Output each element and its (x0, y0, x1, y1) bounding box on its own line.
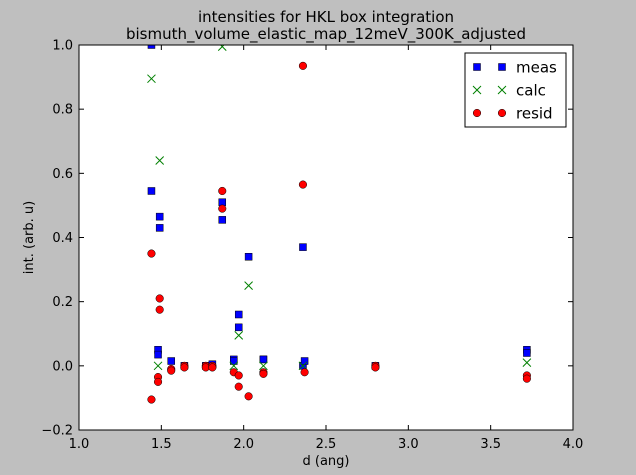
y-tick-label: 0.2 (52, 295, 73, 310)
meas-point (155, 212, 164, 221)
resid-point (167, 366, 176, 375)
y-tick-label: 1.0 (52, 39, 73, 54)
x-tick-label: 3.5 (480, 437, 501, 452)
meas-point (154, 350, 162, 359)
calc-point (259, 361, 268, 371)
meas-point (147, 45, 156, 49)
legend-calc-marker-right (497, 85, 507, 95)
resid-point (218, 204, 227, 213)
resid-point (147, 395, 156, 404)
calc-point (155, 156, 165, 165)
x-tick-label: 1.5 (151, 437, 172, 452)
resid-point (298, 61, 307, 70)
legend-meas-marker-left (473, 63, 481, 71)
meas-point (523, 349, 531, 357)
resid-point (155, 305, 164, 314)
y-tick-label: 0.8 (52, 103, 73, 118)
ticks-layer: 1.0 1.5 2.0 2.5 3.0 3.5 4.0 −0.2 0.0 0.2 0.4 0.6 0.8… (41, 39, 583, 453)
resid-point (155, 294, 164, 303)
series-calc (147, 45, 532, 371)
resid-point (371, 363, 380, 372)
meas-point (218, 216, 227, 224)
calc-point (234, 331, 244, 340)
meas-point (244, 253, 253, 261)
resid-point (218, 186, 227, 196)
x-axis-label: d (ang) (303, 454, 350, 469)
resid-point (522, 374, 531, 383)
resid-point (234, 371, 243, 380)
calc-point (229, 361, 239, 371)
resid-point (234, 382, 243, 391)
meas-point (155, 224, 164, 232)
calc-point (244, 281, 253, 290)
meas-point (234, 310, 243, 319)
calc-point (522, 358, 532, 367)
y-tick-label: 0.0 (52, 359, 73, 374)
legend-box (464, 52, 567, 128)
resid-point (153, 377, 163, 386)
x-tick-label: 3.0 (398, 437, 419, 452)
meas-point (167, 357, 175, 365)
meas-point (147, 187, 156, 195)
meas-point (230, 357, 238, 365)
legend-resid-marker-right (497, 108, 507, 118)
meas-point (300, 357, 309, 365)
calc-point (147, 74, 156, 84)
calc-point (217, 45, 227, 51)
resid-point (208, 363, 217, 372)
resid-point (147, 249, 156, 258)
resid-point (180, 363, 189, 372)
y-tick-label: −0.2 (41, 424, 73, 439)
legend-meas-label: meas (516, 59, 557, 77)
data-layer (147, 45, 532, 404)
legend-calc-label: calc (516, 82, 546, 100)
legend-items: meas calc resid (472, 59, 557, 123)
x-tick-label: 2.5 (316, 437, 337, 452)
chart-title-line-1: intensities for HKL box integration (198, 8, 454, 26)
x-tick-label: 4.0 (563, 437, 584, 452)
series-resid (147, 61, 531, 404)
legend-calc-marker-left (472, 85, 482, 95)
meas-point (259, 355, 268, 364)
x-tick-label: 1.0 (69, 437, 90, 452)
y-tick-label: 0.4 (52, 231, 73, 246)
meas-point (299, 243, 307, 251)
y-tick-label: 0.6 (52, 167, 73, 182)
calc-point (153, 361, 163, 371)
resid-point (298, 180, 307, 189)
legend: meas calc resid (464, 52, 567, 128)
resid-point (259, 369, 268, 378)
y-axis-label: int. (arb. u) (22, 201, 37, 274)
chart-title-line-2: bismuth_volume_elastic_map_12meV_300K_ad… (126, 25, 526, 44)
legend-resid-marker-left (472, 108, 482, 118)
legend-meas-marker-right (498, 63, 506, 71)
resid-point (244, 392, 253, 401)
data-points (147, 45, 532, 404)
x-tick-label: 2.0 (233, 437, 254, 452)
resid-point (300, 368, 309, 377)
legend-resid-label: resid (516, 105, 553, 123)
meas-point (234, 323, 243, 332)
